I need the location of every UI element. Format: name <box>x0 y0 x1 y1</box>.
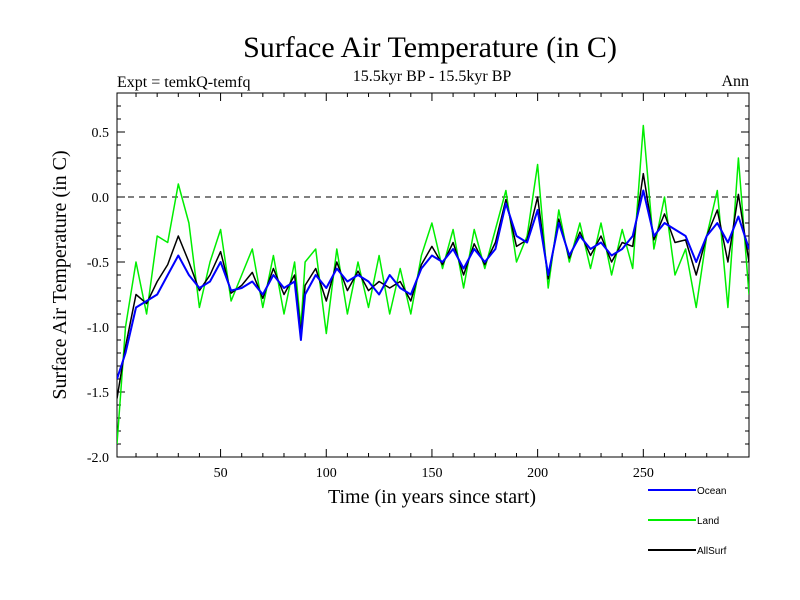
y-axis-label: Surface Air Temperature (in C) <box>49 150 71 399</box>
x-tick-label: 200 <box>527 466 548 481</box>
experiment-label: Expt = temkQ-temfq <box>117 74 250 91</box>
y-tick-label: -1.0 <box>87 321 109 336</box>
y-tick-label: -2.0 <box>87 451 109 466</box>
x-tick-label: 150 <box>421 466 442 481</box>
legend-label-ocean: Ocean <box>697 486 726 497</box>
y-tick-label: -1.5 <box>87 386 109 401</box>
series-line-land <box>117 124 749 445</box>
x-tick-label: 50 <box>214 466 228 481</box>
period-label: Ann <box>721 73 749 90</box>
legend-label-land: Land <box>697 516 719 527</box>
y-tick-label: 0.5 <box>92 126 110 141</box>
plot-frame <box>116 92 750 458</box>
legend-label-allsurf: AllSurf <box>697 546 727 557</box>
x-tick-label: 250 <box>633 466 654 481</box>
y-tick-label: 0.0 <box>92 191 110 206</box>
x-tick-label: 100 <box>316 466 337 481</box>
chart-title: Surface Air Temperature (in C) <box>243 31 617 64</box>
series-lines <box>117 124 749 445</box>
y-axis-ticks: -2.0 -1.5 -1.0 -0.5 0.0 0.5 <box>87 92 749 466</box>
legend: Ocean Land AllSurf <box>648 486 727 557</box>
series-line-allsurf <box>117 172 749 399</box>
y-tick-label: -0.5 <box>87 256 109 271</box>
x-axis-label: Time (in years since start) <box>328 486 536 508</box>
series-line-ocean <box>117 189 749 380</box>
x-axis-ticks: 50 100 150 200 250 <box>135 93 750 481</box>
chart-subtitle: 15.5kyr BP - 15.5kyr BP <box>353 68 512 85</box>
